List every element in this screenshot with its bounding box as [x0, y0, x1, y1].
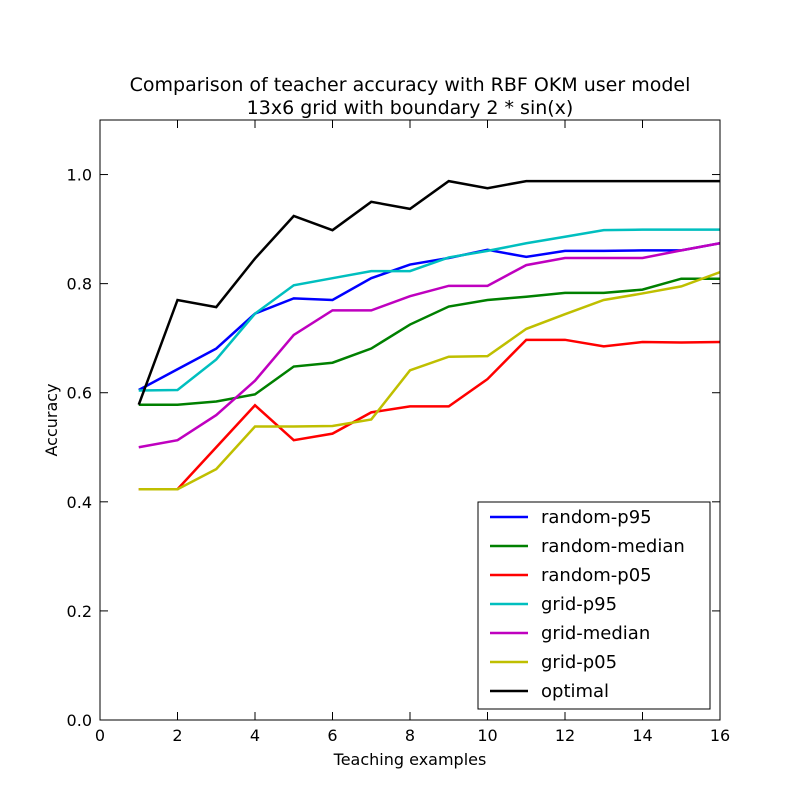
legend-box: [477, 501, 711, 710]
x-tick-label: 16: [710, 726, 730, 745]
x-ticks: 0 2 4 6 8 10 12 14 16: [95, 120, 730, 745]
y-tick-label: 0.2: [67, 602, 92, 621]
y-tick-label: 1.0: [67, 166, 92, 185]
legend-label-optimal: optimal: [541, 681, 609, 702]
x-tick-label: 14: [632, 726, 652, 745]
legend-label-random-p05: random-p05: [541, 565, 652, 586]
y-ticks: 0.0 0.2 0.4 0.6 0.8 1.0: [67, 166, 720, 730]
legend-label-grid-median: grid-median: [541, 623, 650, 644]
y-tick-label: 0.0: [67, 711, 92, 730]
legend-label-random-median: random-median: [541, 536, 685, 557]
x-tick-label: 2: [172, 726, 182, 745]
x-tick-label: 8: [405, 726, 415, 745]
chart-title: Comparison of teacher accuracy with RBF …: [130, 74, 691, 96]
chart-subtitle: 13x6 grid with boundary 2 * sin(x): [247, 97, 574, 119]
legend-label-random-p95: random-p95: [541, 507, 652, 528]
x-tick-label: 12: [555, 726, 575, 745]
legend-label-grid-p95: grid-p95: [541, 594, 617, 615]
series-line-random-p95: [138, 242, 720, 392]
y-tick-label: 0.6: [67, 384, 92, 403]
series-line-grid-median: [138, 242, 720, 449]
series-line-grid-p95: [138, 228, 720, 392]
y-tick-label: 0.8: [67, 275, 92, 294]
y-axis-label: Accuracy: [42, 383, 61, 456]
series-line-grid-p05: [138, 271, 720, 491]
series-line-random-p05: [138, 338, 720, 491]
legend-label-grid-p05: grid-p05: [541, 652, 617, 673]
x-tick-label: 10: [477, 726, 497, 745]
x-axis-label: Teaching examples: [333, 750, 487, 769]
y-tick-label: 0.4: [67, 493, 92, 512]
series-line-optimal: [137, 179, 720, 406]
plot-series: [137, 179, 720, 491]
x-tick-label: 0: [95, 726, 105, 745]
legend: random-p95 random-median random-p05 grid-p9…: [477, 501, 711, 710]
x-tick-label: 6: [327, 726, 337, 745]
x-tick-label: 4: [250, 726, 260, 745]
